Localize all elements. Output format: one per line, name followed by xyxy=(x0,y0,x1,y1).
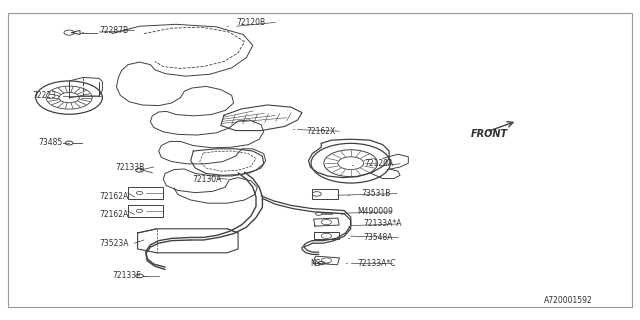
Bar xyxy=(128,187,163,199)
Text: 72287B: 72287B xyxy=(99,26,129,35)
Text: M490009: M490009 xyxy=(357,207,393,216)
Text: NS: NS xyxy=(310,259,321,268)
Text: 72130A: 72130A xyxy=(192,175,221,184)
Text: A720001592: A720001592 xyxy=(544,296,593,305)
Bar xyxy=(128,205,163,217)
Text: 72162X: 72162X xyxy=(306,127,335,136)
Text: 72133A*A: 72133A*A xyxy=(364,220,402,228)
Text: 73523A: 73523A xyxy=(99,239,129,248)
Text: FRONT: FRONT xyxy=(470,129,508,140)
Text: 72133B: 72133B xyxy=(115,163,145,172)
Text: 72223: 72223 xyxy=(32,92,56,100)
Text: 72162A: 72162A xyxy=(99,210,129,219)
Bar xyxy=(312,189,338,199)
Text: 72162A: 72162A xyxy=(99,192,129,201)
Text: 73485: 73485 xyxy=(38,138,63,147)
Text: 72120B: 72120B xyxy=(237,18,266,27)
Text: 72120A: 72120A xyxy=(365,159,394,168)
Text: 73548A: 73548A xyxy=(364,233,393,242)
Text: 72133A*C: 72133A*C xyxy=(357,259,396,268)
Text: 73531B: 73531B xyxy=(362,189,391,198)
Text: 72133E: 72133E xyxy=(112,271,141,280)
